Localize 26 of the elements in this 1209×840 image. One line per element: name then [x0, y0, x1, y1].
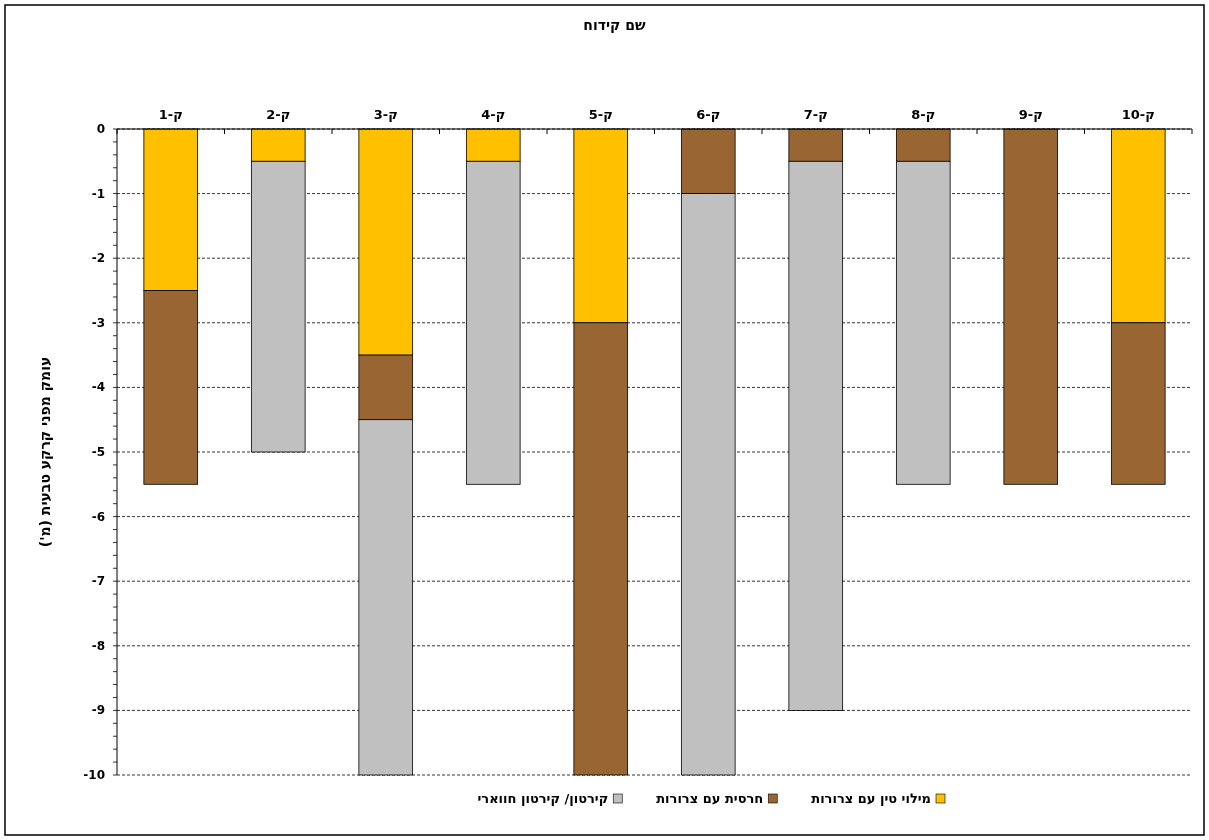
x-tick-label: ק-1 — [158, 107, 183, 122]
x-tick-label: ק-4 — [481, 107, 506, 122]
x-tick-label: ק-8 — [911, 107, 936, 122]
y-tick-label: -3 — [91, 315, 105, 330]
y-tick-label: -4 — [91, 380, 105, 395]
y-tick-label: -9 — [91, 703, 105, 718]
x-tick-label: ק-9 — [1018, 107, 1043, 122]
y-tick-label: -1 — [91, 186, 105, 201]
y-tick-label: -5 — [91, 445, 105, 459]
y-axis-title: עומק מפני קרקע טבעית (מ') — [37, 356, 53, 548]
x-tick-label: ק-10 — [1121, 107, 1155, 122]
y-tick-label: -7 — [91, 574, 105, 589]
y-tick-label: -2 — [91, 251, 105, 266]
x-tick-label: ק-5 — [588, 107, 613, 122]
y-tick-label: -6 — [91, 509, 105, 524]
legend-label: מילוי טין עם צרורות — [811, 791, 931, 806]
chart-title: שם קידוח — [583, 17, 647, 33]
x-tick-label: ק-6 — [696, 107, 721, 122]
y-tick-label: 0 — [96, 122, 105, 136]
y-tick-label: -8 — [91, 638, 105, 653]
legend-label: קירטון/ קירטון חווארי — [477, 791, 609, 806]
x-tick-label: ק-2 — [266, 107, 291, 122]
x-tick-label: ק-3 — [373, 107, 398, 122]
legend-label: חרסית עם צרורות — [656, 791, 764, 806]
x-tick-label: ק-7 — [803, 107, 828, 122]
y-tick-label: -10 — [83, 768, 105, 782]
